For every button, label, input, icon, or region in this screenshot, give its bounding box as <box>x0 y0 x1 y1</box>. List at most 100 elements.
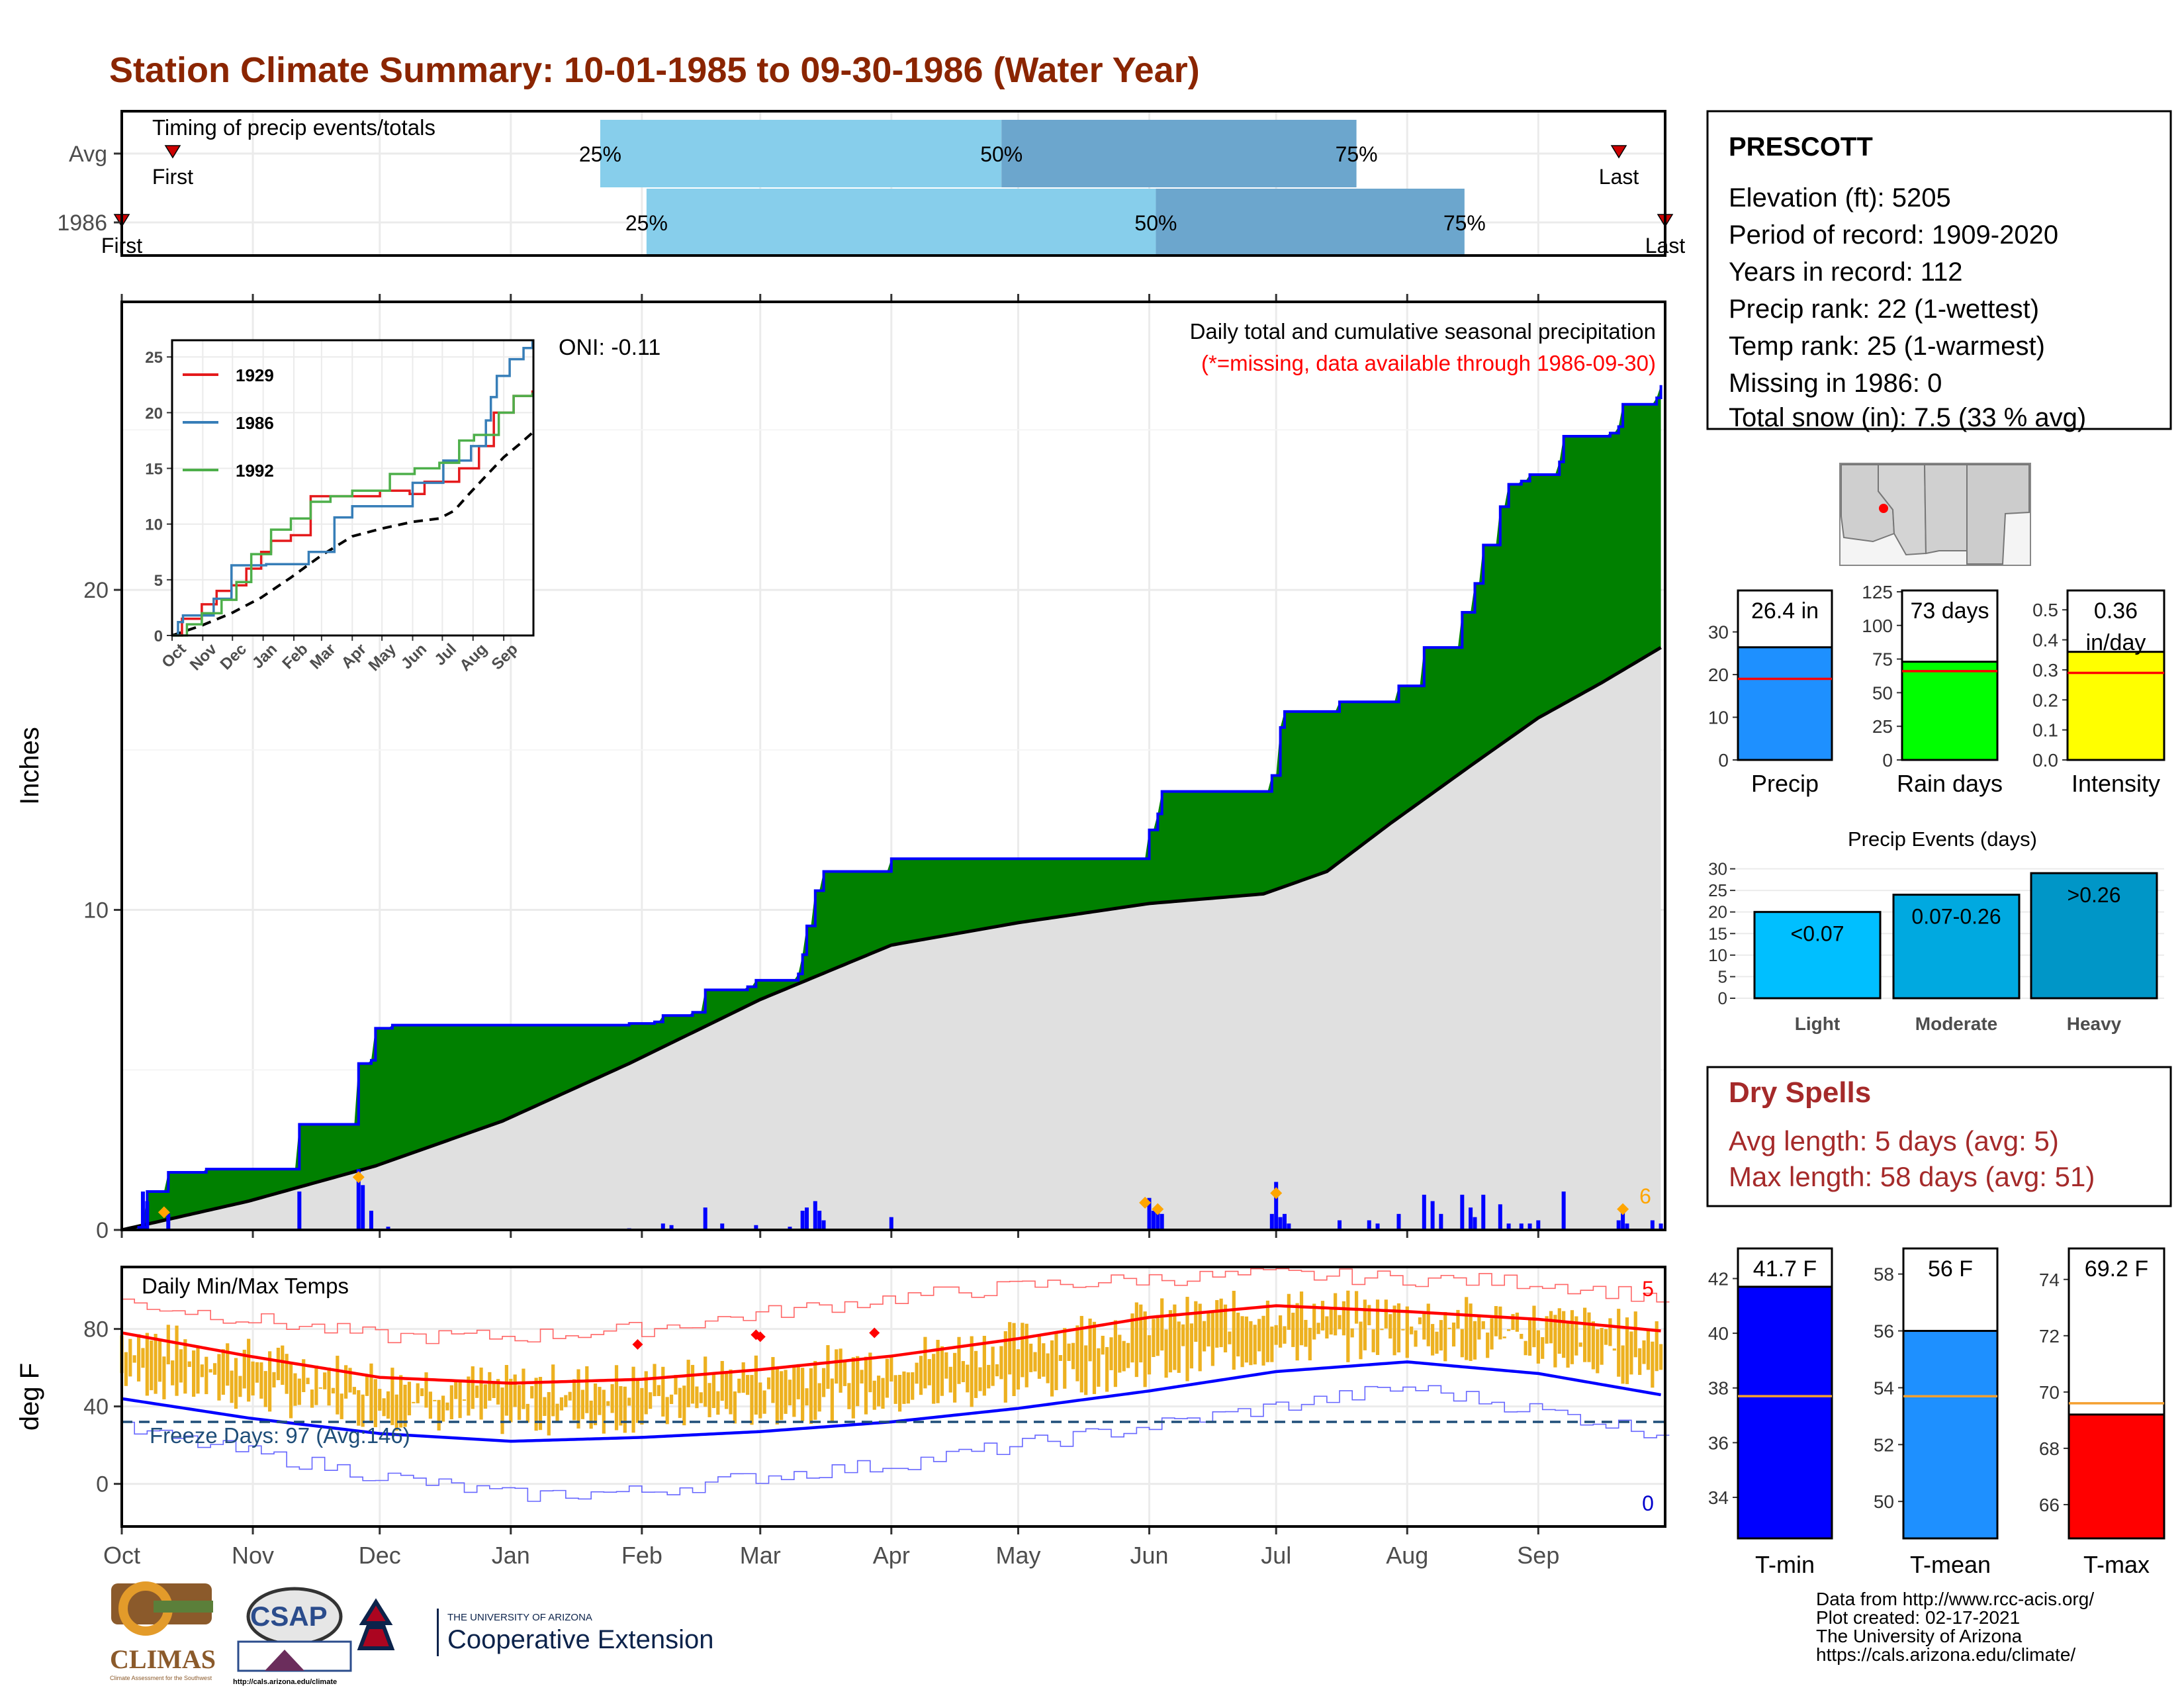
timing-q25-label: 25% <box>625 211 668 235</box>
daily-temp-bar <box>877 1376 881 1407</box>
daily-temp-bar <box>500 1387 504 1434</box>
daily-temp-bar <box>1553 1315 1557 1368</box>
daily-precip-bar <box>1506 1223 1511 1230</box>
daily-temp-bar <box>839 1348 842 1393</box>
daily-temp-bar <box>661 1366 665 1417</box>
oni-label: ONI: -0.11 <box>559 335 660 360</box>
y-tick-label: 0 <box>1882 750 1893 771</box>
timing-frame <box>120 110 1666 257</box>
daily-temp-bar <box>809 1368 813 1424</box>
daily-temp-bar <box>999 1346 1003 1380</box>
temp-chart-title: Daily Min/Max Temps <box>142 1274 349 1298</box>
daily-temp-bar <box>1210 1311 1214 1366</box>
event-bar-label: 0.07-0.26 <box>1911 905 2001 929</box>
y-tick-label: 0.2 <box>2032 690 2058 710</box>
daily-temp-bar <box>297 1378 301 1405</box>
daily-temp-bar <box>268 1351 272 1412</box>
daily-precip-bar <box>813 1201 817 1230</box>
daily-temp-bar <box>1401 1329 1405 1331</box>
daily-temp-bar <box>449 1385 453 1420</box>
daily-temp-bar <box>766 1377 771 1389</box>
daily-temp-bar <box>272 1372 276 1388</box>
daily-temp-bar <box>1113 1320 1118 1387</box>
daily-temp-bar <box>1050 1340 1054 1397</box>
daily-precip-bar <box>1469 1207 1473 1230</box>
bar-category-label: T-max <box>2083 1551 2150 1578</box>
daily-temp-bar <box>669 1394 674 1405</box>
daily-temp-bar <box>158 1339 162 1382</box>
daily-temp-bar <box>171 1360 175 1385</box>
daily-temp-bar <box>1257 1319 1261 1352</box>
inset-y-tick: 0 <box>154 628 163 645</box>
month-label: Feb <box>621 1542 662 1569</box>
daily-temp-bar <box>1515 1312 1519 1332</box>
daily-precip-bar <box>145 1201 150 1230</box>
average-max-line <box>121 1304 1661 1385</box>
daily-temp-bar <box>331 1387 336 1394</box>
credit-line: Data from http://www.rcc-acis.org/ <box>1816 1589 2094 1609</box>
record-max-line <box>122 1268 1670 1344</box>
daily-temp-bar <box>704 1356 707 1407</box>
daily-temp-bar <box>957 1336 961 1384</box>
temp-plot-area <box>122 1267 1665 1526</box>
station-info-box: PRESCOTT Elevation (ft): 5205 Period of … <box>1706 110 2172 432</box>
daily-temp-bar <box>936 1340 940 1403</box>
daily-temp-bar <box>711 1373 716 1409</box>
month-label: Aug <box>1386 1542 1428 1569</box>
daily-temp-bar <box>1003 1331 1007 1403</box>
daily-temp-bar <box>1481 1321 1485 1329</box>
daily-temp-bar <box>1570 1310 1574 1364</box>
daily-temp-bar <box>1473 1321 1477 1360</box>
timing-q50-label: 50% <box>980 142 1023 166</box>
daily-temp-bar <box>1596 1329 1600 1374</box>
daily-precip-bar <box>800 1210 805 1230</box>
daily-precip-bar <box>1375 1223 1380 1230</box>
daily-temp-bar <box>1375 1299 1380 1355</box>
daily-temp-bar <box>1079 1315 1083 1393</box>
y-tick-label: 0.3 <box>2032 660 2058 680</box>
daily-temp-bar <box>585 1366 589 1413</box>
daily-temp-bar <box>1350 1328 1354 1338</box>
daily-precip-bar <box>1536 1220 1541 1230</box>
y-tick-label: 10 <box>1708 945 1727 965</box>
station-line: Elevation (ft): 5205 <box>1729 183 1951 212</box>
daily-precip-bar <box>1287 1223 1291 1230</box>
daily-temp-bar <box>1456 1309 1460 1329</box>
daily-temp-bar <box>953 1352 957 1403</box>
month-label: Nov <box>232 1542 274 1569</box>
daily-precip-bar <box>386 1227 390 1230</box>
daily-temp-bar <box>915 1362 919 1384</box>
daily-temp-bar <box>559 1397 564 1411</box>
credit-line: The University of Arizona <box>1816 1626 2023 1646</box>
daily-temp-bar <box>378 1389 382 1411</box>
daily-precip-bar <box>1616 1220 1621 1230</box>
daily-temp-bar <box>1346 1290 1350 1362</box>
y-tick-label: 25 <box>1708 880 1727 900</box>
daily-temp-bar <box>872 1380 876 1410</box>
daily-temp-bar <box>720 1360 724 1401</box>
daily-temp-bar <box>674 1375 678 1395</box>
daily-temp-bar <box>826 1345 830 1389</box>
daily-temp-bar <box>208 1369 212 1373</box>
daily-temp-bar <box>1139 1304 1143 1363</box>
temperature-panel: Daily Min/Max Temps Freeze Days: 97 (Avg:… <box>15 1266 1670 1569</box>
climas-subtitle: Climate Assessment for the Southwest <box>110 1675 212 1681</box>
daily-temp-bar <box>1583 1307 1587 1362</box>
daily-temp-bar <box>1185 1297 1189 1382</box>
daily-temp-bar <box>623 1386 627 1433</box>
daily-temp-bar <box>627 1397 631 1406</box>
daily-temp-bar <box>1122 1340 1126 1372</box>
daily-temp-bar <box>454 1381 458 1399</box>
event-bar <box>2030 872 2158 1000</box>
daily-temp-bar <box>1097 1348 1101 1387</box>
daily-temp-bar <box>1240 1316 1244 1368</box>
event-bar-label: >0.26 <box>2068 883 2121 907</box>
timing-bar-q25-q50 <box>646 189 1156 256</box>
y-tick-label: 5 <box>1718 966 1727 986</box>
daily-precip-bar <box>356 1169 361 1230</box>
climas-name: CLIMAS <box>110 1644 216 1674</box>
daily-temp-bar <box>365 1376 369 1396</box>
daily-temp-bar <box>263 1371 267 1407</box>
daily-temp-bar <box>1524 1340 1527 1356</box>
